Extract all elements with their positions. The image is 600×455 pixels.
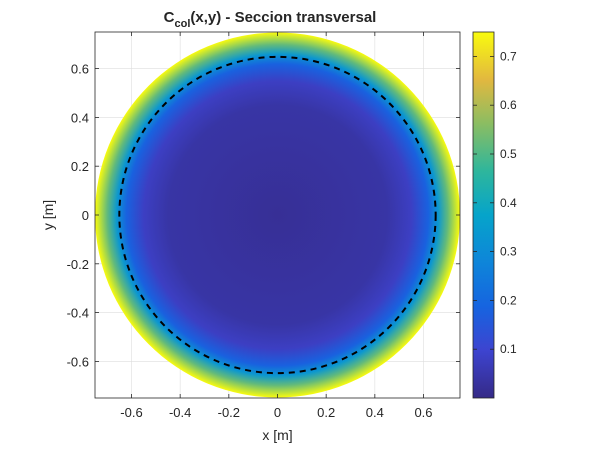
colorbar [472, 31, 495, 399]
dashed-boundary-circle [118, 55, 437, 375]
title-subscript: col [175, 18, 191, 30]
colorbar-tick-label: 0.3 [500, 245, 517, 259]
title-main: C [164, 9, 175, 26]
colorbar-tick-label: 0.6 [500, 98, 517, 112]
x-tick-label: 0.6 [414, 405, 432, 420]
x-axis-ticks: -0.6 -0.4 -0.2 0 0.2 0.4 0.6 [120, 32, 433, 420]
colorbar-tick-label: 0.1 [500, 342, 517, 356]
concentration-field [95, 32, 460, 398]
colorbar-tick-label: 0.2 [500, 293, 517, 307]
colorbar-tick-label: 0.4 [500, 196, 517, 210]
y-tick-label: 0.2 [71, 159, 89, 174]
x-tick-label: 0.2 [317, 405, 335, 420]
colorbar-tick-label: 0.5 [500, 147, 517, 161]
x-tick-label: 0 [274, 405, 281, 420]
y-axis-label: y [m] [40, 200, 56, 230]
y-tick-label: -0.6 [67, 354, 89, 369]
colorbar-tick-label: 0.7 [500, 49, 517, 63]
y-tick-label: 0.4 [71, 110, 89, 125]
x-tick-label: 0.4 [366, 405, 384, 420]
x-tick-label: -0.4 [169, 405, 191, 420]
y-tick-label: 0.6 [71, 62, 89, 77]
colorbar-ticks: 0.1 0.2 0.3 0.4 0.5 0.6 0.7 [473, 49, 517, 356]
y-tick-label: -0.2 [67, 257, 89, 272]
chart-title: Ccol(x,y) - Seccion transversal [164, 9, 377, 30]
y-tick-label: 0 [82, 208, 89, 223]
y-tick-label: -0.4 [67, 306, 89, 321]
x-axis-label: x [m] [262, 427, 292, 443]
x-tick-label: -0.2 [218, 405, 240, 420]
plot-area [95, 32, 460, 398]
x-tick-label: -0.6 [120, 405, 142, 420]
y-axis-ticks: -0.6 -0.4 -0.2 0 0.2 0.4 0.6 [67, 62, 460, 369]
title-suffix: (x,y) - Seccion transversal [190, 9, 376, 26]
